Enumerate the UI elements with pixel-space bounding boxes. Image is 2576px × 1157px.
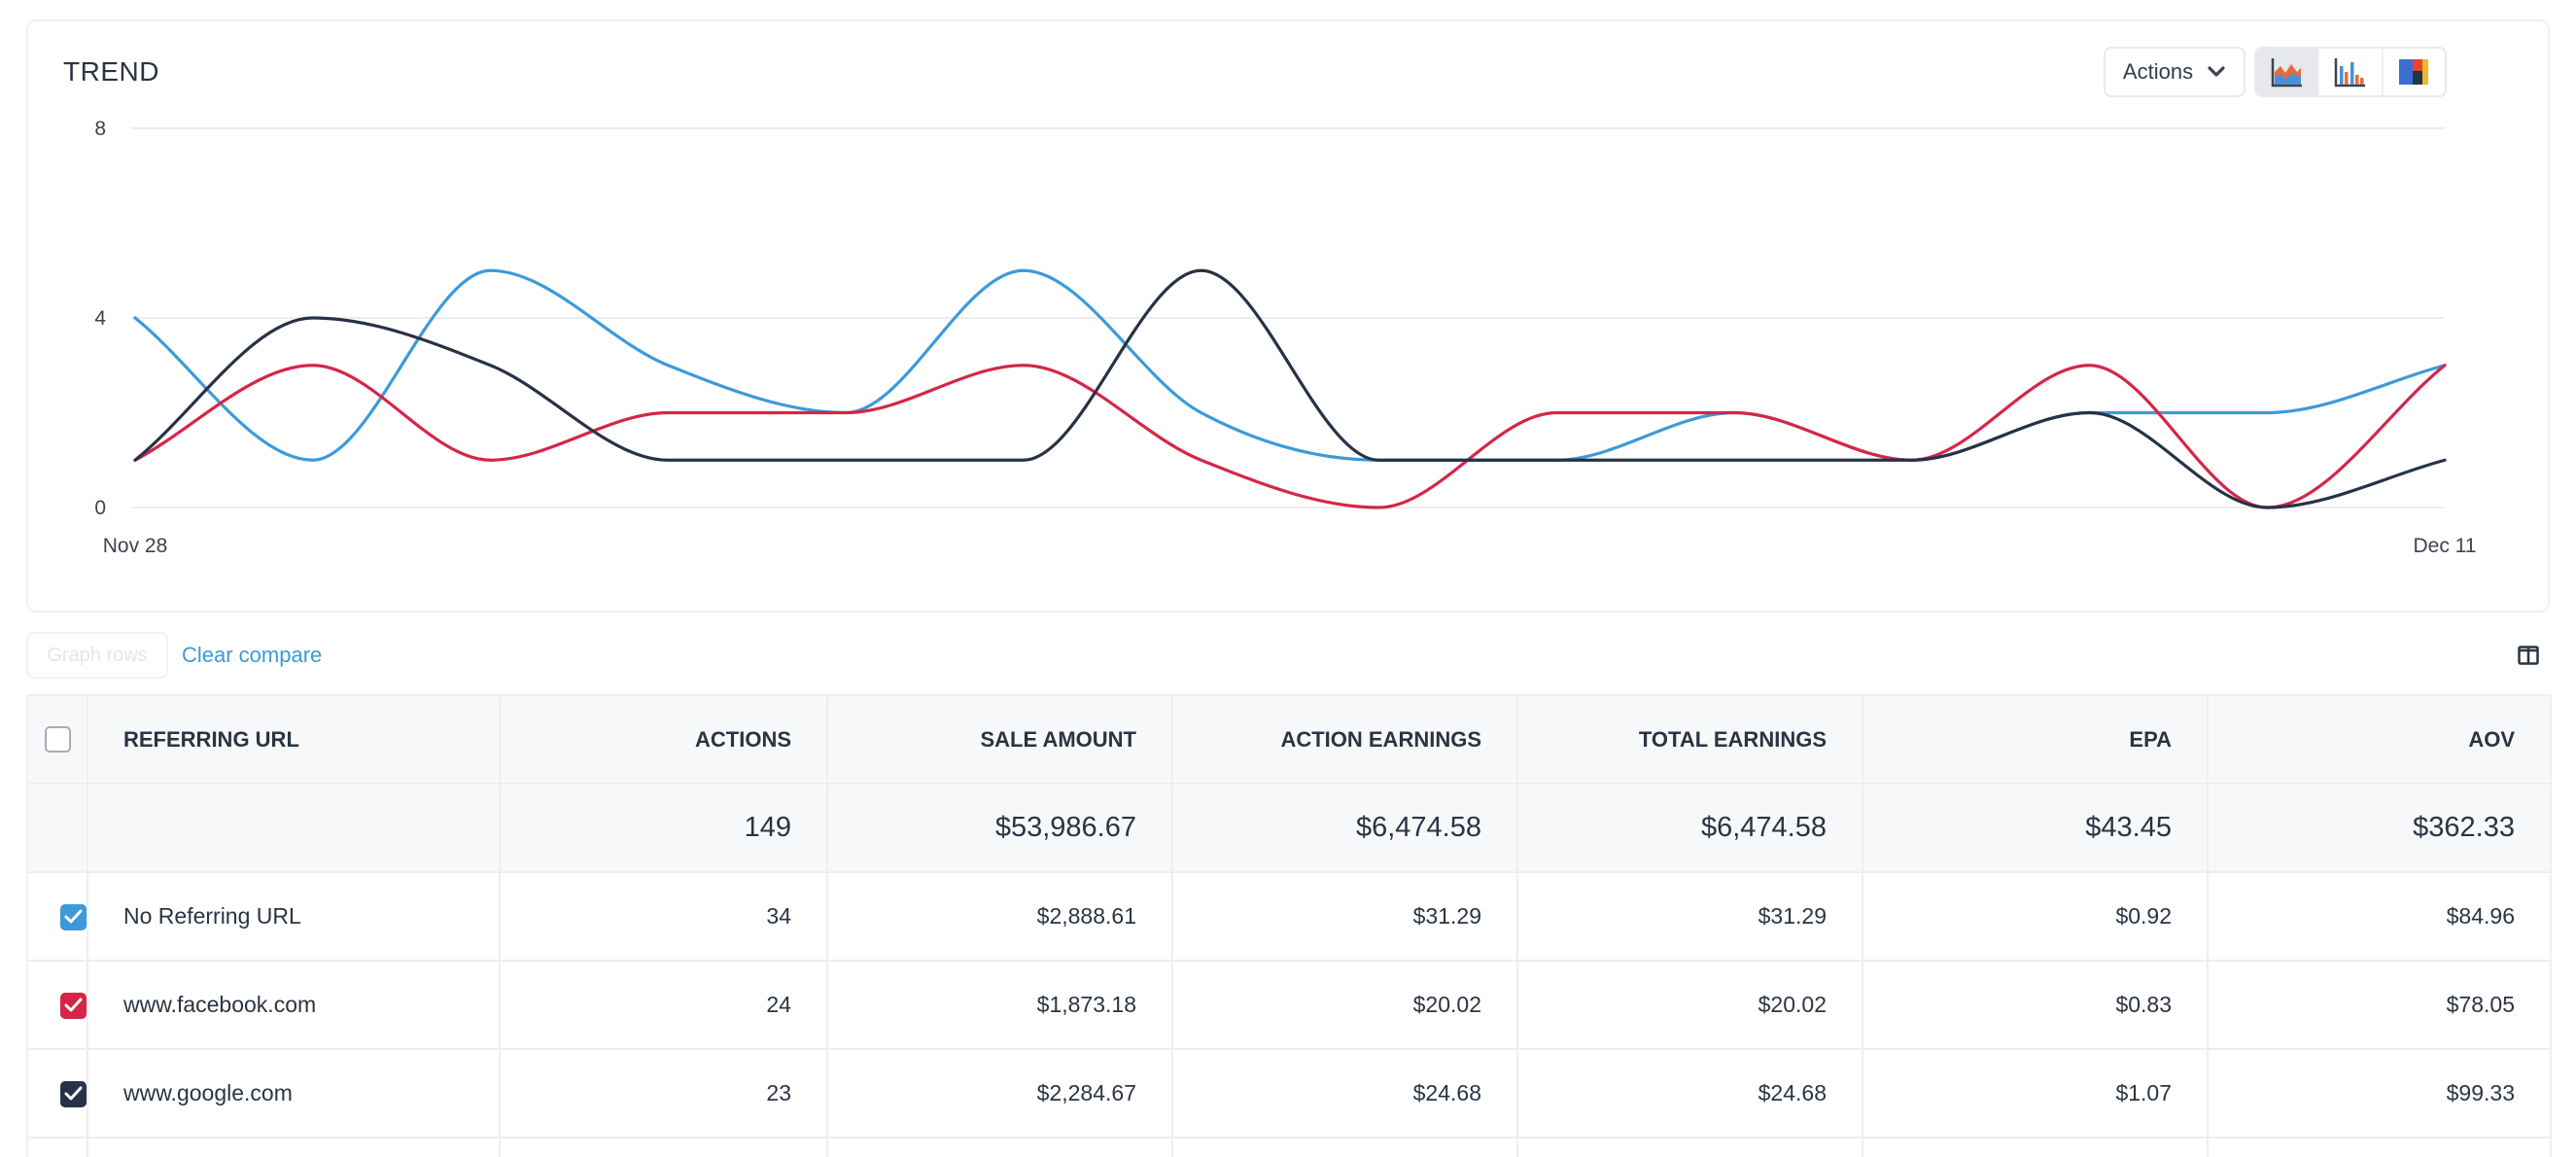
row-epa: $1.07 — [1862, 1049, 2209, 1139]
x-tick-label: Dec 11 — [2414, 535, 2477, 557]
row-check-cell — [27, 872, 88, 962]
columns-icon[interactable] — [2518, 646, 2539, 665]
table-row[interactable]: www.facebook.com 24 $1,873.18 $20.02 $20.02 $… — [27, 961, 2551, 1050]
chevron-down-icon — [2207, 65, 2226, 79]
header-total-earnings[interactable]: TOTAL EARNINGS — [1517, 694, 1863, 785]
totals-check-cell — [27, 784, 88, 873]
row-action-earnings: $24.68 — [1172, 1049, 1518, 1139]
chart-type-switcher — [2254, 47, 2447, 97]
clear-compare-link[interactable]: Clear compare — [182, 643, 323, 667]
series-line — [133, 268, 2447, 509]
trend-chart: 0 4 8 Nov 28 Dec 11 — [94, 118, 2477, 557]
row-check-cell — [27, 1049, 88, 1139]
total-total-earnings: $6,474.58 — [1517, 784, 1863, 873]
row-action-earnings: $31.29 — [1172, 872, 1518, 962]
totals-row: 149 $53,986.67 $6,474.58 $6,474.58 $43.4… — [27, 784, 2551, 873]
y-tick-label: 0 — [94, 497, 106, 519]
row-sale-amount: $1,873.18 — [827, 961, 1173, 1050]
stacked-chart-button[interactable] — [2381, 49, 2445, 95]
total-epa: $43.45 — [1862, 784, 2209, 873]
header-referring-url[interactable]: REFERRING URL — [87, 694, 501, 785]
row-total-earnings: $31.29 — [1517, 872, 1863, 962]
row-actions: 34 — [500, 872, 828, 962]
row-aov: $78.05 — [2208, 961, 2551, 1050]
row-checkbox[interactable] — [60, 992, 86, 1019]
bar-chart-button[interactable] — [2317, 49, 2381, 95]
header-action-earnings[interactable]: ACTION EARNINGS — [1172, 694, 1518, 785]
y-tick-label: 4 — [94, 307, 106, 330]
graph-rows-button[interactable]: Graph rows — [26, 632, 168, 679]
totals-url-cell — [87, 784, 501, 873]
trend-card: TREND Actions — [26, 19, 2550, 613]
table-row-partial — [27, 1138, 2551, 1157]
area-chart-icon — [2271, 56, 2304, 88]
actions-dropdown-label: Actions — [2122, 59, 2194, 84]
row-actions: 24 — [500, 961, 828, 1050]
row-check-cell — [27, 961, 88, 1050]
row-total-earnings: $20.02 — [1517, 961, 1863, 1050]
row-aov: $99.33 — [2208, 1049, 2551, 1139]
row-checkbox[interactable] — [60, 903, 86, 930]
select-all-cell — [27, 694, 88, 785]
row-referring-url: www.facebook.com — [87, 961, 501, 1050]
table-header-row: REFERRING URL ACTIONS SALE AMOUNT ACTION… — [27, 694, 2551, 785]
row-epa: $0.92 — [1862, 872, 2209, 962]
row-total-earnings: $24.68 — [1517, 1049, 1863, 1139]
header-epa[interactable]: EPA — [1862, 694, 2209, 785]
total-action-earnings: $6,474.58 — [1172, 784, 1518, 873]
row-referring-url: No Referring URL — [87, 872, 501, 962]
referring-url-table: REFERRING URL ACTIONS SALE AMOUNT ACTION… — [26, 694, 2552, 1157]
row-action-earnings: $20.02 — [1172, 961, 1518, 1050]
select-all-checkbox[interactable] — [44, 726, 71, 754]
row-sale-amount: $2,888.61 — [827, 872, 1173, 962]
row-referring-url: www.google.com — [87, 1049, 501, 1139]
x-tick-label: Nov 28 — [103, 535, 168, 557]
trend-title: TREND — [63, 56, 159, 87]
row-checkbox[interactable] — [60, 1080, 86, 1107]
row-aov: $84.96 — [2208, 872, 2551, 962]
header-aov[interactable]: AOV — [2208, 694, 2551, 785]
series-line — [133, 364, 2447, 509]
area-chart-button[interactable] — [2256, 49, 2318, 95]
total-actions: 149 — [500, 784, 828, 873]
table-row[interactable]: www.google.com 23 $2,284.67 $24.68 $24.68 $1.… — [27, 1049, 2551, 1139]
actions-dropdown[interactable]: Actions — [2104, 47, 2245, 97]
header-sale-amount[interactable]: SALE AMOUNT — [827, 694, 1173, 785]
stacked-chart-icon — [2397, 56, 2430, 88]
row-sale-amount: $2,284.67 — [827, 1049, 1173, 1139]
row-actions: 23 — [500, 1049, 828, 1139]
row-epa: $0.83 — [1862, 961, 2209, 1050]
total-aov: $362.33 — [2208, 784, 2551, 873]
table-row[interactable]: No Referring URL 34 $2,888.61 $31.29 $31.29 $… — [27, 872, 2551, 962]
total-sale-amount: $53,986.67 — [827, 784, 1173, 873]
y-tick-label: 8 — [94, 118, 106, 140]
bar-chart-icon — [2334, 56, 2367, 88]
header-actions[interactable]: ACTIONS — [500, 694, 828, 785]
